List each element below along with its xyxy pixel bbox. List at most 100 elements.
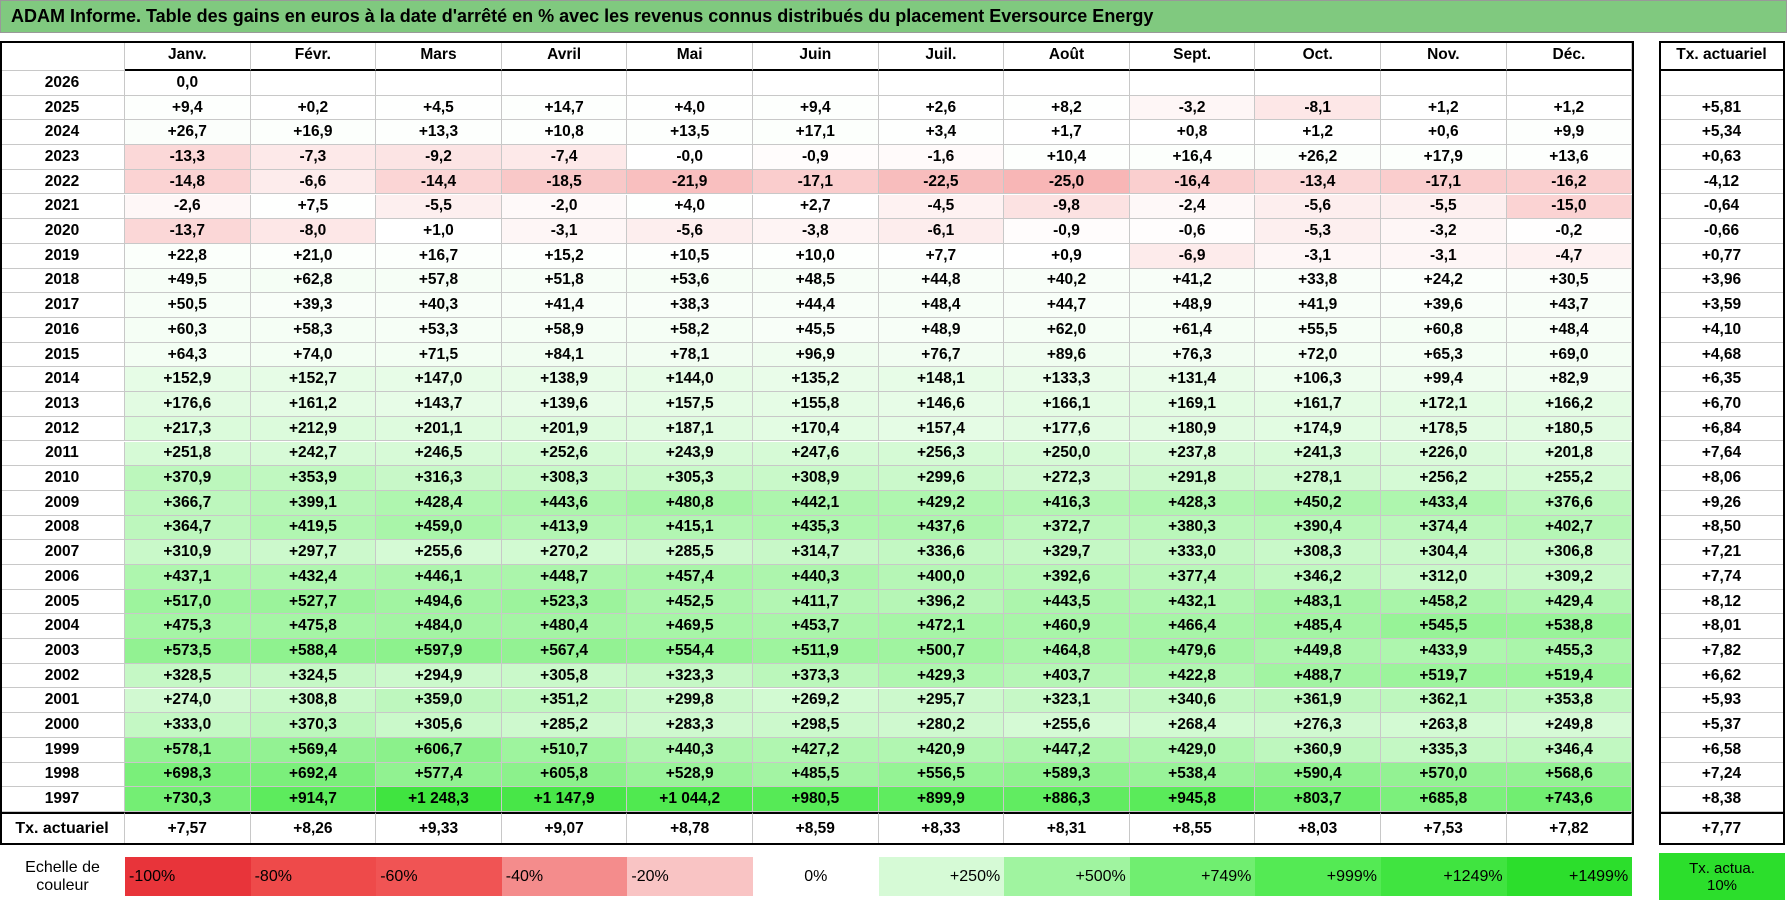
value-cell: +333,0 [1129, 540, 1256, 565]
value-cell: +291,8 [1129, 466, 1256, 491]
value-cell: +147,0 [376, 367, 502, 393]
value-cell: +448,7 [501, 565, 628, 590]
value-cell: +433,9 [1381, 639, 1507, 664]
value-cell: +308,3 [501, 466, 628, 491]
value-cell: +60,8 [1381, 318, 1507, 343]
value-cell: +212,9 [250, 416, 377, 442]
value-cell: +26,7 [125, 120, 251, 146]
legend-step: +250% [878, 857, 1005, 896]
value-cell: +443,6 [501, 490, 628, 516]
value-cell: +730,3 [125, 787, 251, 812]
month-header: Nov. [1381, 41, 1507, 71]
value-cell: -0,2 [1506, 219, 1633, 244]
value-cell: +449,8 [1255, 639, 1381, 664]
value-cell: +143,7 [376, 392, 502, 417]
value-cell: +314,7 [753, 540, 879, 565]
value-cell: +485,5 [753, 762, 879, 788]
value-cell: +13,5 [627, 120, 753, 146]
value-cell: +50,5 [125, 293, 251, 318]
value-cell: +106,3 [1255, 367, 1381, 393]
value-cell: +361,9 [1255, 688, 1381, 714]
value-cell: +429,3 [878, 663, 1005, 689]
actuarial-cell: +8,12 [1659, 589, 1785, 615]
value-cell: -5,6 [1255, 194, 1381, 220]
value-cell: +246,5 [376, 441, 502, 467]
value-cell: -6,9 [1129, 243, 1256, 269]
actuarial-cell: +3,59 [1659, 293, 1785, 318]
value-cell: +26,2 [1255, 145, 1381, 170]
value-cell: +256,3 [878, 441, 1005, 467]
value-cell: +312,0 [1381, 565, 1507, 590]
value-cell: +17,9 [1381, 145, 1507, 170]
year-label: 2015 [0, 342, 125, 368]
value-cell: +48,5 [753, 268, 879, 294]
value-cell [753, 71, 879, 96]
value-cell: +335,3 [1381, 737, 1507, 763]
value-cell: +45,5 [753, 318, 879, 343]
value-cell: +597,9 [376, 639, 502, 664]
value-cell: +419,5 [250, 515, 377, 541]
year-label: 2001 [0, 688, 125, 714]
value-cell [1129, 71, 1256, 96]
value-cell: +201,9 [501, 416, 628, 442]
value-cell: +0,9 [1004, 243, 1130, 269]
value-cell: +416,3 [1004, 490, 1130, 516]
value-cell: -6,6 [250, 169, 377, 195]
value-cell: +346,4 [1506, 737, 1633, 763]
value-cell: +148,1 [878, 367, 1005, 393]
value-cell: -4,7 [1506, 243, 1633, 269]
year-label: 2025 [0, 95, 125, 121]
value-cell: +304,4 [1381, 540, 1507, 565]
value-cell: -16,2 [1506, 169, 1633, 195]
legend-step: -40% [501, 857, 628, 896]
value-cell: +309,2 [1506, 565, 1633, 590]
value-cell: -17,1 [753, 169, 879, 195]
value-cell: +519,4 [1506, 663, 1633, 689]
value-cell: +84,1 [501, 342, 628, 368]
footer-cell: +9,33 [376, 812, 502, 844]
value-cell: +685,8 [1381, 787, 1507, 812]
value-cell: -22,5 [878, 169, 1005, 195]
value-cell: +433,4 [1381, 490, 1507, 516]
footer-cell: +8,78 [627, 812, 753, 844]
value-cell: -3,2 [1129, 95, 1256, 121]
value-cell: +48,9 [1129, 293, 1256, 318]
value-cell: +442,1 [753, 490, 879, 516]
value-cell: +10,8 [501, 120, 628, 146]
value-cell: +429,0 [1129, 737, 1256, 763]
actuarial-cell: +6,84 [1659, 416, 1785, 442]
value-cell: +44,4 [753, 293, 879, 318]
value-cell: +65,3 [1381, 342, 1507, 368]
value-cell: +427,2 [753, 737, 879, 763]
value-cell: +411,7 [753, 589, 879, 615]
value-cell: +278,1 [1255, 466, 1381, 491]
value-cell: +743,6 [1506, 787, 1633, 812]
month-header: Sept. [1129, 41, 1256, 71]
value-cell [1506, 71, 1633, 96]
value-cell: +370,9 [125, 466, 251, 491]
value-cell: +1,0 [376, 219, 502, 244]
value-cell: +429,4 [1506, 589, 1633, 615]
value-cell: -14,4 [376, 169, 502, 195]
value-cell: +9,4 [753, 95, 879, 121]
year-label: 1998 [0, 762, 125, 788]
value-cell: +16,7 [376, 243, 502, 269]
title: ADAM Informe. Table des gains en euros à… [0, 0, 1787, 33]
value-cell: +577,4 [376, 762, 502, 788]
footer-cell: +8,31 [1004, 812, 1130, 844]
value-cell: +237,8 [1129, 441, 1256, 467]
value-cell: +217,3 [125, 416, 251, 442]
legend-actuarial: Tx. actua. 10% [1659, 853, 1785, 900]
value-cell: +7,5 [250, 194, 377, 220]
value-cell: +71,5 [376, 342, 502, 368]
value-cell: +472,1 [878, 614, 1005, 640]
value-cell: +99,4 [1381, 367, 1507, 393]
value-cell: +255,6 [1004, 713, 1130, 738]
value-cell: +298,5 [753, 713, 879, 738]
value-cell: +372,7 [1004, 515, 1130, 541]
month-header: Févr. [250, 41, 377, 71]
value-cell: -7,3 [250, 145, 377, 170]
value-cell: +480,8 [627, 490, 753, 516]
footer-cell: +7,53 [1381, 812, 1507, 844]
value-cell: +4,5 [376, 95, 502, 121]
